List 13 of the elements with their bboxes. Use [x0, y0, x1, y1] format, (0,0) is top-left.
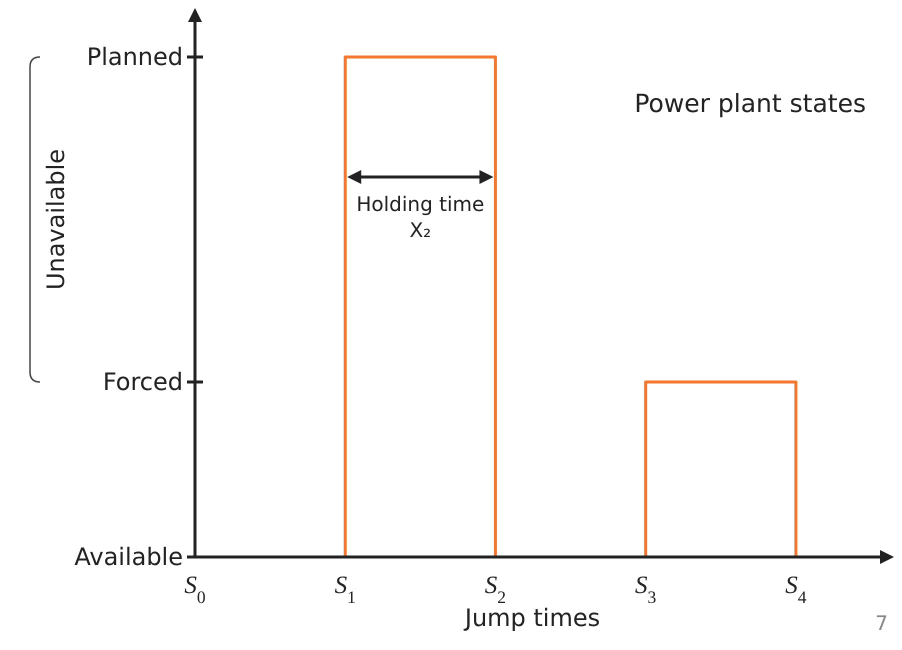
x-tick-label: S$_{4}$ — [785, 572, 807, 607]
x-tick-label: S$_{0}$ — [184, 572, 206, 607]
annotation: Holding time X₂ — [356, 192, 484, 242]
x-tick-label: S$_{1}$ — [334, 572, 356, 607]
text: Available — [74, 543, 183, 571]
x-tick-label: S$_{2}$ — [484, 572, 506, 607]
text: Forced — [102, 368, 183, 396]
text: Planned — [86, 43, 183, 71]
x-axis-title: Jump times — [462, 604, 600, 632]
text: Unavailable — [42, 148, 70, 290]
text: 7 — [875, 611, 888, 635]
x-tick-label: S$_{3}$ — [635, 572, 657, 607]
text: Power plant states — [634, 89, 866, 118]
